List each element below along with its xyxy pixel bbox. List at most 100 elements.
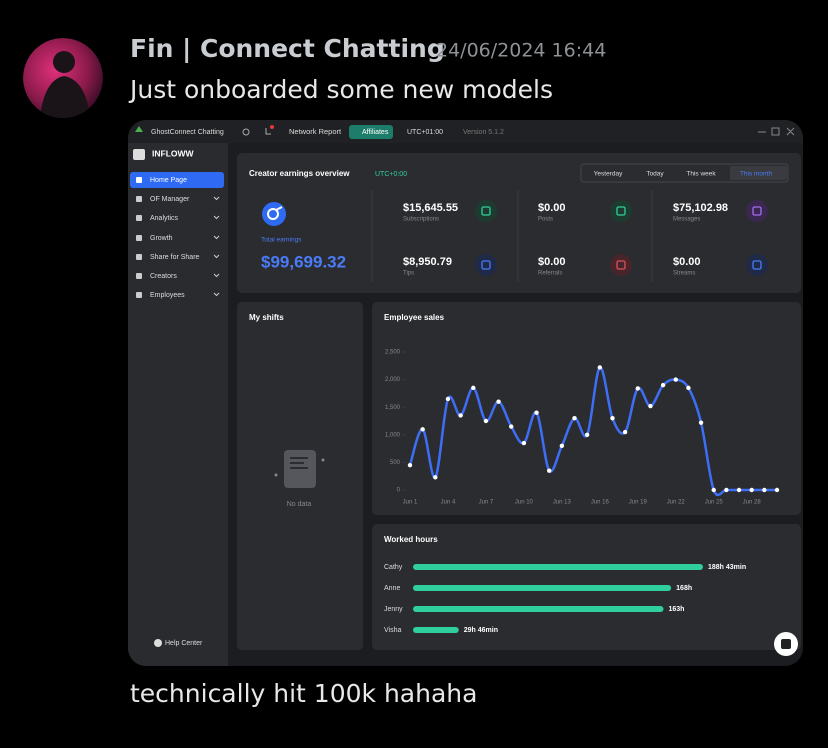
earning-icon-glyph [752, 260, 762, 270]
nav-active-bg [130, 172, 224, 188]
period-tab[interactable]: Today [646, 171, 664, 178]
bar-value-label: 168h [676, 585, 692, 592]
x-tick-label: Jun 28 [743, 500, 762, 506]
x-tick-label: Jun 19 [629, 500, 648, 506]
x-tick-label: Jun 7 [479, 500, 494, 506]
nav-icon [136, 292, 142, 298]
sales-point [660, 382, 666, 388]
nav-item[interactable]: Employees [150, 292, 185, 299]
bar-value-label: 188h 43min [708, 564, 746, 571]
nav-item[interactable]: Analytics [150, 215, 179, 222]
earning-value: $0.00 [673, 256, 701, 268]
network-report[interactable]: Network Report [289, 127, 342, 136]
period-tab[interactable]: Yesterday [594, 171, 623, 178]
nav-item[interactable]: OF Manager [150, 196, 190, 203]
screenshot: GhostConnect Chatting Network Report Affil… [128, 120, 803, 666]
hours-bar [413, 585, 672, 591]
sales-point [774, 487, 780, 493]
bar-value-label: 29h 46min [464, 627, 498, 634]
earning-icon-glyph [481, 260, 491, 270]
nav-chevron [213, 196, 220, 201]
earning-icon [610, 254, 632, 276]
earning-icon-glyph [481, 206, 491, 216]
period-tab[interactable]: This month [740, 171, 773, 178]
hours-bar [413, 564, 703, 570]
sales-point [635, 386, 640, 391]
sales-point [724, 487, 729, 493]
sales-point [521, 440, 527, 446]
sales-point [572, 416, 577, 421]
nav-icon [136, 196, 142, 202]
avatar[interactable] [23, 38, 103, 118]
sales-point [547, 468, 552, 473]
nav-icon [136, 273, 142, 279]
earning-icon [475, 254, 497, 276]
logo: INFLOWW [152, 148, 195, 158]
sales-point [686, 385, 691, 391]
earning-label: Subscriptions [403, 217, 439, 223]
sales-point [673, 377, 678, 382]
hours-bar [413, 627, 459, 633]
x-tick-label: Jun 16 [591, 500, 610, 506]
nav-chevron [213, 254, 220, 259]
nav-item[interactable]: Growth [150, 235, 173, 242]
nav-icon [136, 235, 142, 241]
hours-bar [413, 606, 664, 612]
x-tick-label: Jun 22 [667, 500, 686, 506]
nav-item[interactable]: Home Page [150, 177, 187, 184]
earning-label: Referrals [538, 271, 562, 277]
sales-point [483, 418, 489, 424]
sales-point [496, 399, 501, 404]
timestamp: 24/06/2024 16:44 [436, 40, 606, 62]
earning-icon [746, 200, 768, 222]
y-tick-label: 2,000 [385, 377, 401, 383]
earning-label: Streams [673, 271, 695, 277]
sales-point [458, 413, 463, 418]
earning-value: $8,950.79 [403, 256, 452, 268]
author-name[interactable]: Fin | Connect Chatting [130, 34, 445, 63]
nav-item[interactable]: Share for Share [150, 254, 200, 261]
y-tick-label: 500 [390, 460, 401, 466]
timezone: UTC+01:00 [407, 129, 443, 136]
earning-icon [610, 200, 632, 222]
earning-label: Posts [538, 217, 553, 223]
chart-title: Worked hours [384, 535, 438, 544]
nav-icon [136, 177, 142, 183]
sales-point [622, 429, 628, 435]
nav-chevron [213, 235, 220, 240]
message-text: Just onboarded some new models [128, 75, 553, 104]
earning-label: Tips [403, 271, 414, 277]
empty-state: No data [287, 501, 312, 508]
period-tab[interactable]: This week [686, 171, 716, 178]
bar-category: Jenny [384, 606, 403, 613]
help-center[interactable]: Help Center [165, 640, 203, 647]
bar-value-label: 163h [668, 606, 684, 613]
sales-point [584, 432, 590, 437]
sales-point [711, 487, 716, 493]
earning-icon-glyph [616, 260, 626, 270]
affiliates[interactable]: Affiliates [362, 129, 389, 136]
sales-point [749, 487, 754, 493]
bar-category: Cathy [384, 564, 403, 571]
sales-point [597, 365, 603, 370]
x-tick-label: Jun 25 [705, 500, 724, 506]
bar-category: Anne [384, 585, 400, 592]
sales-point [445, 396, 451, 402]
nav-icon [136, 215, 142, 221]
sales-point [471, 385, 476, 391]
x-tick-label: Jun 10 [515, 500, 534, 506]
x-tick-label: Jun 4 [441, 500, 456, 506]
x-tick-label: Jun 1 [403, 500, 418, 506]
nav-item[interactable]: Creators [150, 273, 177, 280]
nav-icon [136, 254, 142, 260]
workspace[interactable]: GhostConnect Chatting [151, 129, 224, 136]
y-tick-label: 2,500 [385, 350, 401, 356]
version: Version 5.1.2 [463, 129, 504, 136]
total-label: Total earnings [261, 237, 302, 244]
earning-value: $15,645.55 [403, 202, 458, 214]
sales-point [698, 420, 704, 425]
sales-point [648, 403, 653, 409]
nav-chevron [213, 292, 220, 297]
